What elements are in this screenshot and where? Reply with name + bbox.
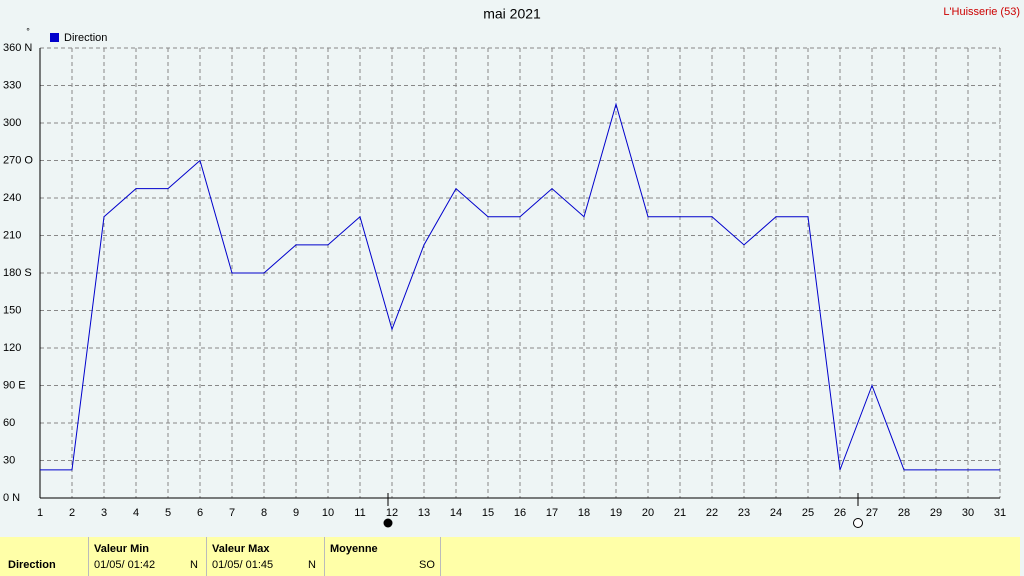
data-line	[40, 102, 1000, 471]
chart-title: mai 2021	[483, 6, 541, 22]
mean-header: Moyenne	[330, 543, 378, 555]
x-tick-label: 27	[866, 507, 878, 519]
legend-label: Direction	[64, 32, 107, 44]
x-tick-label: 4	[133, 507, 139, 519]
x-tick-label: 11	[354, 507, 365, 519]
separator	[206, 537, 207, 576]
x-tick-label: 16	[514, 507, 526, 519]
y-tick-label: 150	[3, 304, 21, 316]
x-tick-label: 9	[293, 507, 299, 519]
x-tick-label: 30	[962, 507, 974, 519]
x-tick-label: 6	[197, 507, 203, 519]
x-tick-label: 29	[930, 507, 942, 519]
x-tick-label: 24	[770, 507, 782, 519]
x-tick-label: 13	[418, 507, 430, 519]
x-tick-label: 12	[386, 507, 398, 519]
separator	[324, 537, 325, 576]
x-tick-label: 2	[69, 507, 75, 519]
y-tick-label: 90 E	[3, 379, 26, 391]
y-tick-label: 180 S	[3, 267, 32, 279]
x-tick-label: 15	[482, 507, 494, 519]
min-dir: N	[190, 559, 198, 571]
y-tick-label: 120	[3, 342, 21, 354]
y-tick-label: 60	[3, 417, 15, 429]
x-tick-label: 26	[834, 507, 846, 519]
y-tick-label: 330	[3, 79, 21, 91]
max-header: Valeur Max	[212, 543, 270, 555]
x-tick-label: 22	[706, 507, 718, 519]
x-tick-label: 8	[261, 507, 267, 519]
row-label: Direction	[8, 559, 56, 571]
x-tick-label: 31	[994, 507, 1006, 519]
min-header: Valeur Min	[94, 543, 150, 555]
x-tick-label: 25	[802, 507, 814, 519]
summary-table: Direction Valeur Min 01/05/ 01:42 N Vale…	[0, 537, 1020, 576]
x-tick-label: 23	[738, 507, 750, 519]
location: L'Huisserie (53)	[943, 6, 1020, 18]
x-tick-label: 20	[642, 507, 654, 519]
full-moon	[383, 518, 393, 528]
x-tick-label: 5	[165, 507, 171, 519]
legend-swatch	[50, 33, 59, 42]
y-unit: °	[26, 26, 30, 36]
max-dir: N	[308, 559, 316, 571]
x-tick-label: 14	[450, 507, 462, 519]
chart: mai 2021 L'Huisserie (53) ° Direction 0 …	[3, 6, 1020, 528]
x-tick-label: 3	[101, 507, 107, 519]
x-tick-label: 1	[37, 507, 43, 519]
mean-dir: SO	[419, 559, 435, 571]
max-date: 01/05/ 01:45	[212, 559, 274, 571]
new-moon	[853, 518, 863, 528]
x-tick-label: 17	[546, 507, 558, 519]
y-tick-label: 210	[3, 229, 21, 241]
separator	[88, 537, 89, 576]
y-tick-label: 240	[3, 192, 21, 204]
x-tick-label: 18	[578, 507, 590, 519]
x-tick-label: 21	[674, 507, 686, 519]
y-tick-label: 30	[3, 454, 15, 466]
x-tick-label: 19	[610, 507, 622, 519]
x-tick-label: 7	[229, 507, 235, 519]
y-tick-label: 0 N	[3, 492, 20, 504]
min-date: 01/05/ 01:42	[94, 559, 156, 571]
x-tick-label: 28	[898, 507, 910, 519]
y-tick-label: 360 N	[3, 42, 32, 54]
y-tick-label: 300	[3, 117, 21, 129]
separator	[440, 537, 441, 576]
x-tick-label: 10	[322, 507, 334, 519]
y-tick-label: 270 O	[3, 154, 33, 166]
